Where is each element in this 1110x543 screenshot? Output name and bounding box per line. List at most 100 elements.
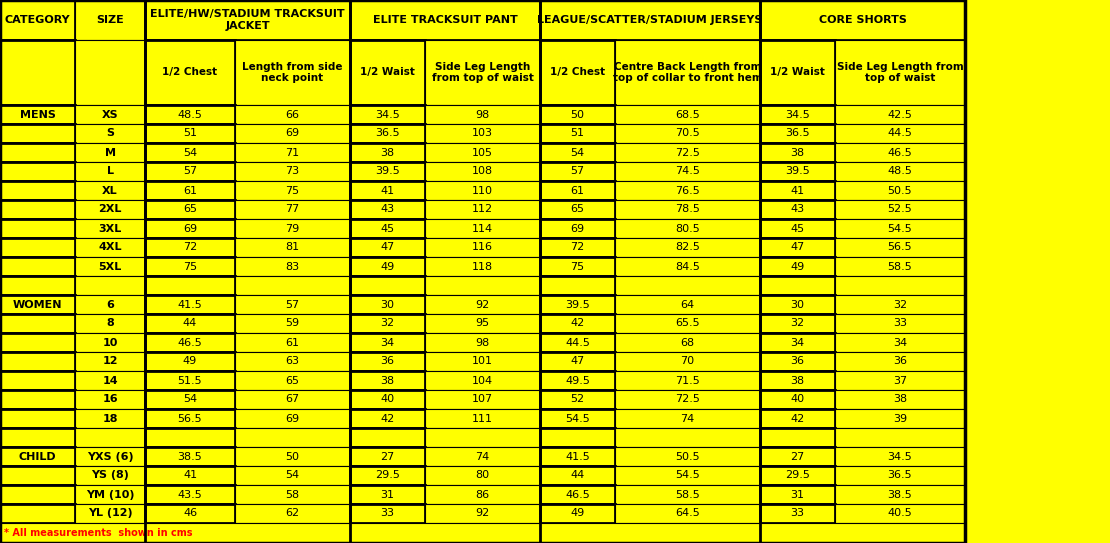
Text: ELITE TRACKSUIT PANT: ELITE TRACKSUIT PANT bbox=[373, 15, 517, 25]
Bar bbox=[0, 200, 75, 219]
Text: 62: 62 bbox=[285, 508, 300, 519]
Text: 69: 69 bbox=[571, 224, 585, 233]
Bar bbox=[0, 124, 75, 143]
Text: 42.5: 42.5 bbox=[888, 110, 912, 119]
Text: 77: 77 bbox=[285, 205, 300, 214]
Text: 67: 67 bbox=[285, 395, 300, 405]
Bar bbox=[615, 143, 760, 162]
Bar bbox=[539, 257, 615, 276]
Bar bbox=[0, 181, 75, 200]
Bar bbox=[350, 333, 425, 352]
Bar bbox=[615, 409, 760, 428]
Text: 39.5: 39.5 bbox=[375, 167, 400, 176]
Bar bbox=[615, 314, 760, 333]
Bar bbox=[760, 333, 835, 352]
Bar bbox=[350, 295, 425, 314]
Bar bbox=[235, 257, 350, 276]
Bar bbox=[145, 352, 235, 371]
Bar bbox=[615, 40, 760, 105]
Bar bbox=[350, 162, 425, 181]
Bar bbox=[75, 219, 145, 238]
Bar bbox=[145, 105, 235, 124]
Bar bbox=[145, 219, 235, 238]
Text: 63: 63 bbox=[285, 357, 300, 367]
Text: 33: 33 bbox=[790, 508, 805, 519]
Bar bbox=[760, 485, 835, 504]
Bar bbox=[0, 219, 75, 238]
Bar bbox=[145, 181, 235, 200]
Text: 95: 95 bbox=[475, 319, 490, 329]
Bar bbox=[539, 276, 615, 295]
Bar bbox=[350, 219, 425, 238]
Bar bbox=[539, 333, 615, 352]
Text: Side Leg Length
from top of waist: Side Leg Length from top of waist bbox=[432, 62, 534, 83]
Bar bbox=[835, 352, 965, 371]
Bar bbox=[75, 295, 145, 314]
Text: 8: 8 bbox=[107, 319, 114, 329]
Text: 40: 40 bbox=[381, 395, 394, 405]
Bar bbox=[615, 447, 760, 466]
Text: 69: 69 bbox=[183, 224, 198, 233]
Bar bbox=[835, 466, 965, 485]
Bar bbox=[615, 485, 760, 504]
Text: 112: 112 bbox=[472, 205, 493, 214]
Text: 83: 83 bbox=[285, 262, 300, 272]
Text: 66: 66 bbox=[285, 110, 300, 119]
Text: 50: 50 bbox=[285, 451, 300, 462]
Text: 59: 59 bbox=[285, 319, 300, 329]
Text: 12: 12 bbox=[102, 357, 118, 367]
Text: 68: 68 bbox=[680, 338, 695, 348]
Text: 49: 49 bbox=[381, 262, 395, 272]
Bar bbox=[425, 143, 539, 162]
Text: 36: 36 bbox=[894, 357, 907, 367]
Bar bbox=[760, 352, 835, 371]
Bar bbox=[425, 124, 539, 143]
Bar bbox=[145, 390, 235, 409]
Bar bbox=[835, 333, 965, 352]
Bar bbox=[760, 40, 835, 105]
Text: 42: 42 bbox=[790, 414, 805, 424]
Bar bbox=[75, 428, 145, 447]
Bar bbox=[835, 40, 965, 105]
Text: 68.5: 68.5 bbox=[675, 110, 700, 119]
Text: 3XL: 3XL bbox=[99, 224, 122, 233]
Bar bbox=[760, 504, 835, 523]
Text: 41.5: 41.5 bbox=[565, 451, 589, 462]
Bar bbox=[75, 200, 145, 219]
Text: 54: 54 bbox=[285, 470, 300, 481]
Bar bbox=[615, 295, 760, 314]
Bar bbox=[615, 162, 760, 181]
Bar bbox=[760, 371, 835, 390]
Text: 54: 54 bbox=[183, 395, 198, 405]
Text: 1/2 Waist: 1/2 Waist bbox=[770, 67, 825, 78]
Text: 10: 10 bbox=[102, 338, 118, 348]
Text: 71: 71 bbox=[285, 148, 300, 157]
Bar bbox=[539, 295, 615, 314]
Text: 110: 110 bbox=[472, 186, 493, 195]
Bar bbox=[235, 390, 350, 409]
Bar bbox=[75, 390, 145, 409]
Text: 36: 36 bbox=[381, 357, 394, 367]
Text: 52.5: 52.5 bbox=[888, 205, 912, 214]
Text: 58.5: 58.5 bbox=[675, 489, 700, 500]
Text: M: M bbox=[104, 148, 115, 157]
Bar bbox=[145, 428, 235, 447]
Text: 46.5: 46.5 bbox=[888, 148, 912, 157]
Bar bbox=[539, 143, 615, 162]
Bar bbox=[425, 466, 539, 485]
Text: 65: 65 bbox=[183, 205, 196, 214]
Bar bbox=[0, 371, 75, 390]
Bar bbox=[235, 105, 350, 124]
Text: 39.5: 39.5 bbox=[565, 300, 589, 310]
Bar bbox=[75, 352, 145, 371]
Bar bbox=[0, 0, 965, 543]
Bar bbox=[0, 143, 75, 162]
Bar bbox=[425, 333, 539, 352]
Bar bbox=[760, 143, 835, 162]
Bar bbox=[0, 485, 75, 504]
Text: YM (10): YM (10) bbox=[85, 489, 134, 500]
Bar bbox=[145, 485, 235, 504]
Text: 31: 31 bbox=[381, 489, 394, 500]
Bar bbox=[235, 428, 350, 447]
Bar bbox=[615, 105, 760, 124]
